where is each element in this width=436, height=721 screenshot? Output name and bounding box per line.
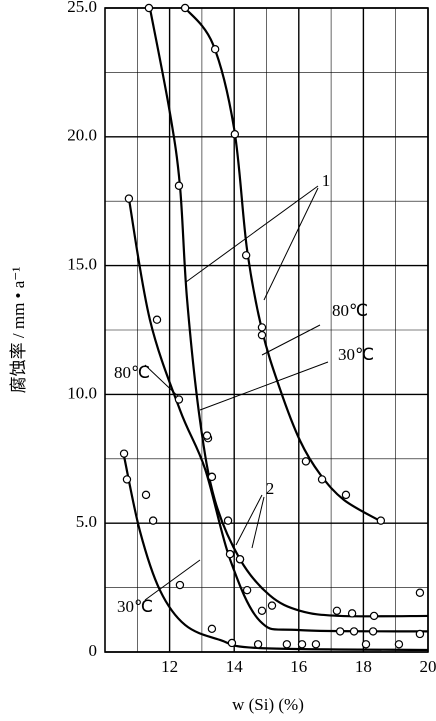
y-tick-label: 5.0 (76, 512, 97, 531)
data-point (242, 585, 252, 595)
data-point (394, 640, 404, 649)
data-point (241, 251, 251, 260)
x-tick-label: 16 (290, 657, 307, 676)
data-point (341, 490, 351, 500)
x-tick-label: 20 (420, 657, 436, 676)
data-point (174, 181, 184, 190)
data-point (180, 3, 190, 13)
annotation: 1 (322, 171, 331, 190)
x-axis-label: w (Si) (%) (232, 695, 304, 714)
x-tick-label: 14 (226, 657, 244, 676)
data-point (152, 315, 162, 324)
data-point (148, 516, 158, 525)
data-point (369, 611, 379, 621)
data-point (202, 431, 212, 440)
plot-frame (104, 7, 429, 653)
data-point (349, 627, 359, 636)
data-point (311, 640, 321, 649)
data-point (122, 475, 132, 484)
curve (127, 198, 429, 633)
data-point (257, 606, 267, 615)
data-point (223, 516, 233, 525)
data-point (124, 194, 134, 203)
annotation: 30℃ (338, 345, 374, 364)
annotation: 80℃ (114, 363, 150, 382)
data-point (174, 395, 184, 404)
data-point (141, 490, 151, 500)
data-point (175, 580, 185, 590)
y-tick-label: 20.0 (67, 126, 97, 145)
data-point (335, 627, 345, 636)
y-tick-label: 15.0 (67, 255, 97, 274)
data-point (317, 475, 327, 484)
data-point (415, 588, 425, 597)
data-point (267, 601, 277, 610)
data-point (253, 640, 263, 649)
data-point (332, 606, 342, 615)
data-point (225, 549, 235, 559)
data-point (230, 130, 240, 139)
data-point (144, 3, 154, 13)
data-point (119, 449, 129, 458)
y-tick-label: 10.0 (67, 383, 97, 402)
data-point (297, 640, 307, 649)
curve (122, 455, 429, 652)
data-point (210, 45, 220, 54)
data-point (415, 629, 425, 639)
curve (184, 7, 381, 522)
data-point (368, 627, 378, 636)
annotation: 30℃ (117, 597, 153, 616)
x-tick-label: 12 (161, 657, 178, 676)
y-axis-label: 腐蚀率 / mm • a⁻¹ (9, 267, 28, 394)
data-point (347, 609, 357, 618)
data-point (257, 330, 267, 340)
data-point (376, 516, 386, 525)
y-tick-label: 0 (89, 641, 98, 660)
y-tick-label: 25.0 (67, 0, 97, 16)
data-point (227, 638, 237, 648)
annotation: 2 (266, 479, 275, 498)
data-point (282, 640, 292, 649)
annotation: 80℃ (332, 301, 368, 320)
curve (148, 7, 429, 618)
data-point (207, 624, 217, 634)
data-point (301, 457, 311, 466)
data-point (235, 555, 245, 564)
data-point (361, 640, 371, 649)
x-tick-label: 18 (355, 657, 372, 676)
data-point (207, 472, 217, 482)
data-point (257, 323, 267, 332)
